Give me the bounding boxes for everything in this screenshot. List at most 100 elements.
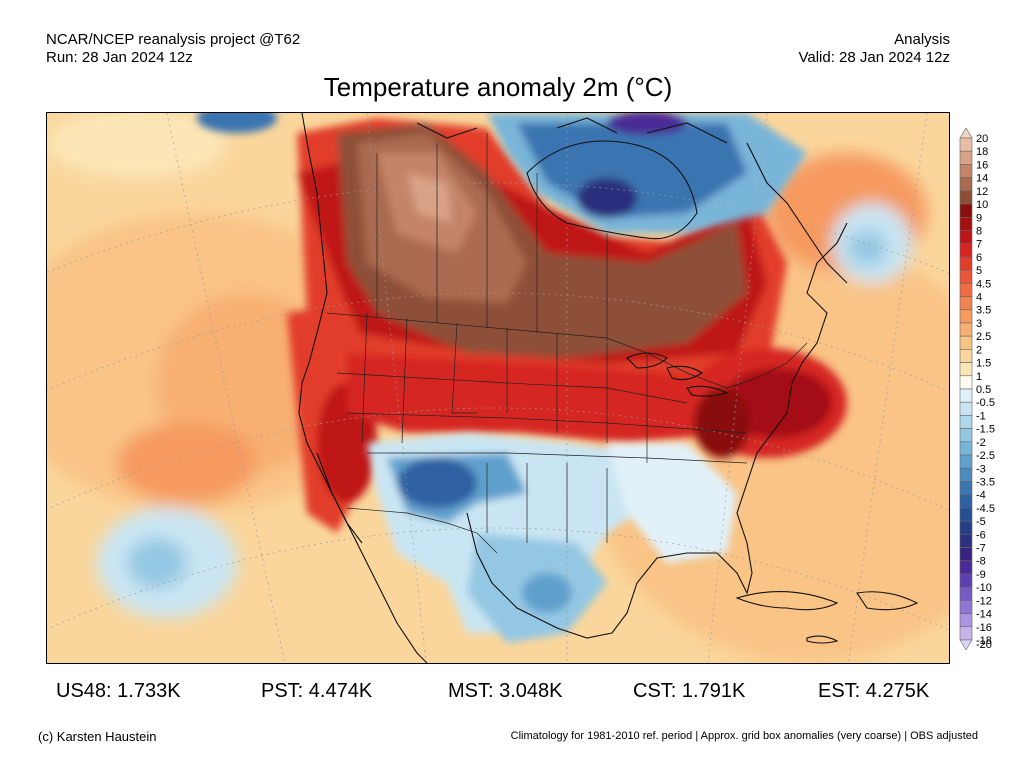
legend-swatch bbox=[959, 626, 973, 641]
legend-label: -5 bbox=[976, 516, 986, 528]
legend-label: -9 bbox=[976, 569, 986, 581]
stat-est: EST: 4.275K bbox=[818, 680, 930, 702]
legend-label: -8 bbox=[976, 556, 986, 568]
legend-label: 18 bbox=[976, 146, 988, 158]
legend-label: -1.5 bbox=[976, 424, 995, 436]
legend-label: 9 bbox=[976, 212, 982, 224]
analysis-label: Analysis bbox=[894, 31, 950, 48]
run-time: Run: 28 Jan 2024 12z bbox=[46, 49, 193, 66]
legend-label: 5 bbox=[976, 265, 982, 277]
legend-swatch bbox=[959, 428, 973, 443]
legend-label: 4 bbox=[976, 292, 982, 304]
legend-label: -14 bbox=[976, 609, 992, 621]
valid-time: Valid: 28 Jan 2024 12z bbox=[798, 49, 950, 66]
legend-swatch bbox=[959, 216, 973, 231]
legend-swatch bbox=[959, 388, 973, 403]
legend-swatch bbox=[959, 322, 973, 337]
legend-swatch bbox=[959, 481, 973, 495]
legend-label: -20 bbox=[976, 639, 992, 650]
stat-us48: US48: 1.733K bbox=[56, 680, 181, 702]
model-name: NCAR/NCEP reanalysis project @T62 bbox=[46, 31, 301, 48]
anomaly-map bbox=[46, 112, 950, 664]
legend-swatch bbox=[959, 467, 973, 482]
legend-swatch bbox=[959, 507, 973, 522]
legend-label: 12 bbox=[976, 186, 988, 198]
legend-label: 2 bbox=[976, 344, 982, 356]
legend-label: -7 bbox=[976, 543, 986, 555]
legend-label: -2 bbox=[976, 437, 986, 449]
legend-label: 1 bbox=[976, 371, 982, 383]
legend-swatch bbox=[959, 547, 973, 562]
legend-label: 16 bbox=[976, 159, 988, 171]
legend-label: -6 bbox=[976, 529, 986, 541]
legend-swatch bbox=[959, 534, 973, 548]
legend-label: 7 bbox=[976, 239, 982, 251]
legend-swatch bbox=[959, 454, 973, 469]
legend-swatch bbox=[959, 309, 973, 324]
graticule bbox=[47, 113, 949, 663]
legend-swatch bbox=[959, 639, 973, 650]
map-title: Temperature anomaly 2m (°C) bbox=[323, 72, 673, 102]
climatology-note: Climatology for 1981-2010 ref. period | … bbox=[510, 730, 978, 742]
legend-label: -2.5 bbox=[976, 450, 995, 462]
legend-label: -18 bbox=[976, 635, 992, 647]
legend-swatch bbox=[959, 600, 973, 614]
legend-label: 2.5 bbox=[976, 331, 991, 343]
legend-label: 10 bbox=[976, 199, 988, 211]
political-borders bbox=[326, 133, 808, 554]
legend-swatch bbox=[959, 375, 973, 390]
legend-label: -12 bbox=[976, 595, 992, 607]
coastlines bbox=[298, 113, 919, 663]
legend-label: -4 bbox=[976, 490, 986, 502]
legend-label: 20 bbox=[976, 133, 988, 145]
legend-label: -3.5 bbox=[976, 476, 995, 488]
legend-label: 1.5 bbox=[976, 358, 991, 370]
legend-swatch bbox=[959, 150, 973, 165]
legend-swatch bbox=[959, 203, 973, 218]
legend-swatch bbox=[959, 269, 973, 284]
legend-swatch bbox=[959, 349, 973, 363]
legend-label: 3 bbox=[976, 318, 982, 330]
legend-label: 6 bbox=[976, 252, 982, 264]
legend-swatch bbox=[959, 441, 973, 456]
legend-label: -1 bbox=[976, 410, 986, 422]
stat-mst: MST: 3.048K bbox=[448, 680, 563, 702]
anomaly-map-graphic bbox=[47, 113, 949, 663]
legend-swatch bbox=[959, 177, 973, 192]
header-left: NCAR/NCEP reanalysis project @T62 Run: 2… bbox=[46, 31, 300, 67]
legend-swatch bbox=[959, 560, 973, 575]
legend-label: 4.5 bbox=[976, 278, 991, 290]
legend-swatch bbox=[959, 256, 973, 271]
legend-swatch bbox=[959, 520, 973, 535]
legend-label: 3.5 bbox=[976, 305, 991, 317]
legend-label: 14 bbox=[976, 173, 988, 185]
legend-swatch bbox=[959, 164, 973, 178]
stat-pst: PST: 4.474K bbox=[261, 680, 373, 702]
legend-swatch bbox=[959, 494, 973, 509]
legend-swatch bbox=[959, 586, 973, 601]
copyright: (c) Karsten Haustein bbox=[38, 729, 157, 744]
legend-swatch bbox=[959, 613, 973, 628]
header-right: Analysis Valid: 28 Jan 2024 12z bbox=[798, 31, 950, 67]
stat-cst: CST: 1.791K bbox=[633, 680, 746, 702]
legend-swatch bbox=[959, 230, 973, 244]
legend-swatch bbox=[959, 335, 973, 350]
legend-swatch bbox=[959, 362, 973, 377]
legend-swatch bbox=[959, 190, 973, 205]
legend-label: 0.5 bbox=[976, 384, 991, 396]
legend-swatch bbox=[959, 283, 973, 297]
legend-label: -10 bbox=[976, 582, 992, 594]
legend-label: -0.5 bbox=[976, 397, 995, 409]
legend-label: -3 bbox=[976, 463, 986, 475]
legend-swatch bbox=[959, 137, 973, 152]
legend-swatch bbox=[959, 415, 973, 429]
legend-swatch bbox=[959, 296, 973, 311]
legend-label: 8 bbox=[976, 225, 982, 237]
anomaly-warm-core bbox=[287, 118, 847, 538]
legend-swatch bbox=[959, 128, 973, 139]
legend-swatch bbox=[959, 401, 973, 416]
legend-swatch bbox=[959, 573, 973, 588]
legend-label: -16 bbox=[976, 622, 992, 634]
legend-label: -4.5 bbox=[976, 503, 995, 515]
